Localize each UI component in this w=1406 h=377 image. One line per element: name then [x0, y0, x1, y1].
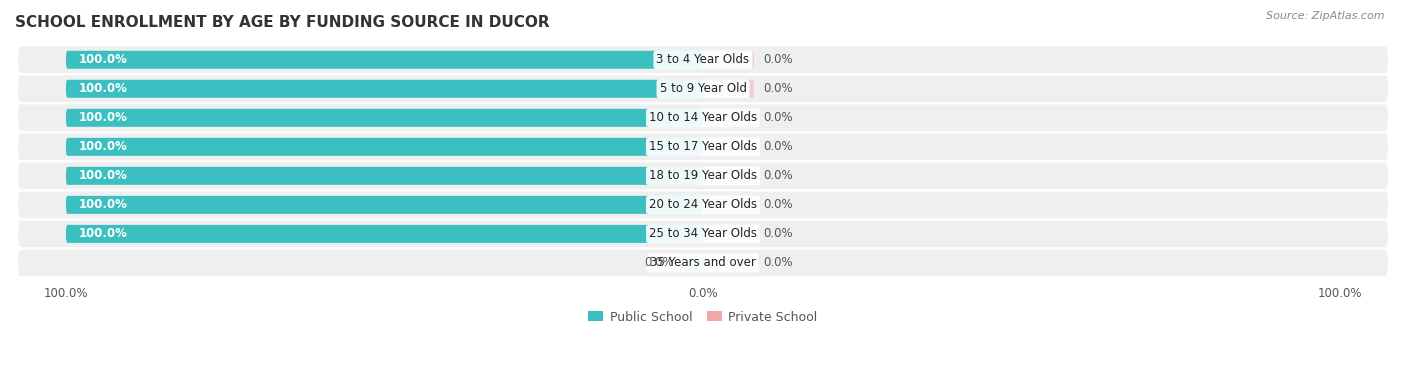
Text: 0.0%: 0.0% — [763, 169, 793, 182]
Text: 20 to 24 Year Olds: 20 to 24 Year Olds — [650, 198, 756, 211]
Text: 18 to 19 Year Olds: 18 to 19 Year Olds — [650, 169, 756, 182]
FancyBboxPatch shape — [66, 225, 703, 243]
Text: Source: ZipAtlas.com: Source: ZipAtlas.com — [1267, 11, 1385, 21]
FancyBboxPatch shape — [703, 225, 754, 243]
FancyBboxPatch shape — [681, 254, 703, 272]
Text: 0.0%: 0.0% — [763, 256, 793, 270]
Text: 25 to 34 Year Olds: 25 to 34 Year Olds — [650, 227, 756, 241]
Text: 0.0%: 0.0% — [763, 111, 793, 124]
Text: 0.0%: 0.0% — [763, 82, 793, 95]
FancyBboxPatch shape — [703, 138, 754, 156]
Text: 100.0%: 100.0% — [79, 53, 128, 66]
FancyBboxPatch shape — [66, 167, 703, 185]
FancyBboxPatch shape — [703, 167, 754, 185]
FancyBboxPatch shape — [703, 51, 754, 69]
Text: 0.0%: 0.0% — [763, 198, 793, 211]
FancyBboxPatch shape — [66, 196, 703, 214]
Text: 5 to 9 Year Old: 5 to 9 Year Old — [659, 82, 747, 95]
Text: 35 Years and over: 35 Years and over — [650, 256, 756, 270]
Text: 0.0%: 0.0% — [763, 53, 793, 66]
FancyBboxPatch shape — [703, 254, 754, 272]
FancyBboxPatch shape — [18, 46, 1388, 73]
FancyBboxPatch shape — [18, 133, 1388, 160]
Text: 100.0%: 100.0% — [79, 227, 128, 241]
Text: SCHOOL ENROLLMENT BY AGE BY FUNDING SOURCE IN DUCOR: SCHOOL ENROLLMENT BY AGE BY FUNDING SOUR… — [15, 15, 550, 30]
FancyBboxPatch shape — [18, 104, 1388, 131]
Text: 3 to 4 Year Olds: 3 to 4 Year Olds — [657, 53, 749, 66]
Text: 0.0%: 0.0% — [763, 140, 793, 153]
Text: 100.0%: 100.0% — [79, 140, 128, 153]
Legend: Public School, Private School: Public School, Private School — [583, 305, 823, 328]
Text: 100.0%: 100.0% — [79, 198, 128, 211]
FancyBboxPatch shape — [18, 250, 1388, 276]
FancyBboxPatch shape — [66, 51, 703, 69]
Text: 100.0%: 100.0% — [79, 82, 128, 95]
FancyBboxPatch shape — [703, 80, 754, 98]
FancyBboxPatch shape — [703, 109, 754, 127]
FancyBboxPatch shape — [18, 221, 1388, 247]
Text: 10 to 14 Year Olds: 10 to 14 Year Olds — [650, 111, 756, 124]
FancyBboxPatch shape — [66, 109, 703, 127]
Text: 0.0%: 0.0% — [645, 256, 675, 270]
FancyBboxPatch shape — [18, 75, 1388, 102]
Text: 0.0%: 0.0% — [763, 227, 793, 241]
Text: 15 to 17 Year Olds: 15 to 17 Year Olds — [650, 140, 756, 153]
FancyBboxPatch shape — [703, 196, 754, 214]
FancyBboxPatch shape — [66, 138, 703, 156]
FancyBboxPatch shape — [66, 80, 703, 98]
Text: 100.0%: 100.0% — [79, 111, 128, 124]
Text: 100.0%: 100.0% — [79, 169, 128, 182]
FancyBboxPatch shape — [18, 192, 1388, 218]
FancyBboxPatch shape — [18, 162, 1388, 189]
